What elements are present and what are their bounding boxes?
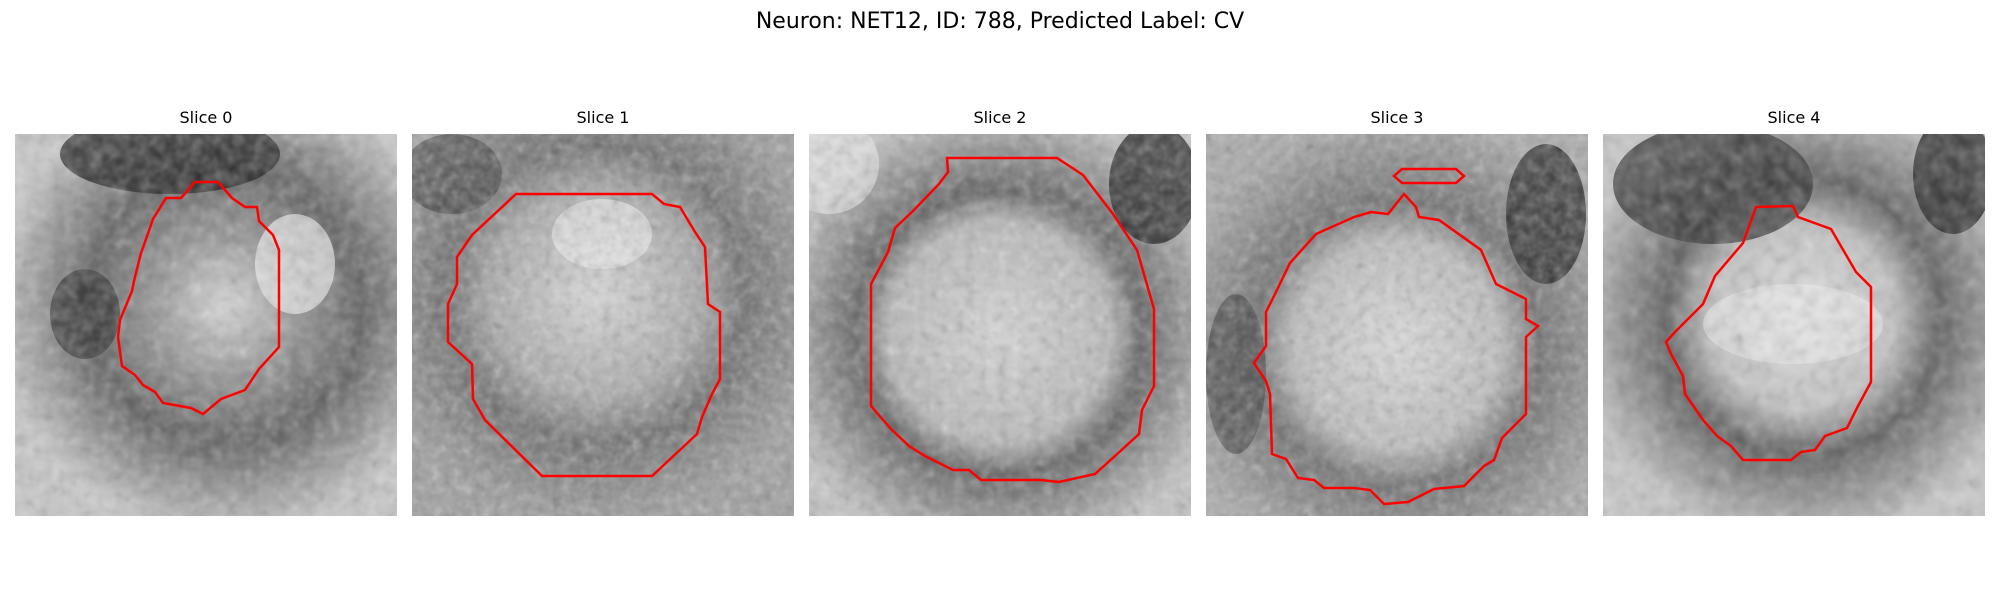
slice-image-2 — [809, 134, 1191, 516]
texture-noise — [1603, 134, 1985, 516]
slice-title-4: Slice 4 — [1767, 108, 1821, 127]
slice-image-0 — [15, 134, 397, 516]
slice-panel-0: Slice 0 — [15, 107, 397, 516]
slice-panel-1: Slice 1 — [412, 107, 794, 516]
segmentation-contour — [869, 156, 1156, 484]
slice-panel-2: Slice 2 — [809, 107, 1191, 516]
slice-image-4 — [1603, 134, 1985, 516]
slice-title-1: Slice 1 — [576, 108, 630, 127]
texture-noise — [412, 134, 794, 516]
figure-title: Neuron: NET12, ID: 788, Predicted Label:… — [755, 9, 1245, 34]
segmentation-contour — [1392, 167, 1466, 185]
segmentation-contour — [116, 180, 281, 416]
slice-title-0: Slice 0 — [179, 108, 233, 127]
slice-title-2: Slice 2 — [973, 108, 1027, 127]
texture-noise — [809, 134, 1191, 516]
segmentation-contour — [446, 192, 722, 478]
segmentation-contour — [1664, 204, 1873, 462]
slice-image-1 — [412, 134, 794, 516]
slice-title-3: Slice 3 — [1370, 108, 1424, 127]
texture-noise — [15, 134, 397, 516]
slice-image-3 — [1206, 134, 1588, 516]
segmentation-contour — [1252, 192, 1541, 506]
slice-panel-4: Slice 4 — [1603, 107, 1985, 516]
texture-noise — [1206, 134, 1588, 516]
slice-panel-3: Slice 3 — [1206, 107, 1588, 516]
